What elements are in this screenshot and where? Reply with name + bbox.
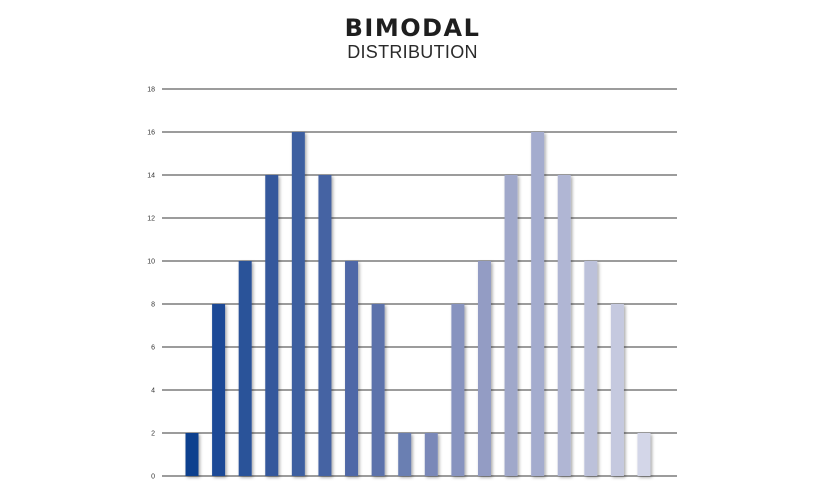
bar [318, 175, 332, 476]
y-tick-label: 2 [151, 431, 155, 438]
bar [185, 433, 199, 476]
bar [398, 433, 412, 476]
bar [557, 175, 571, 476]
bars [185, 132, 651, 476]
y-tick-label: 8 [151, 302, 155, 309]
bar [424, 433, 438, 476]
bar [610, 304, 624, 476]
chart-title: BIMODAL [344, 14, 481, 42]
bar [584, 261, 598, 476]
bar [212, 304, 226, 476]
bar [451, 304, 465, 476]
y-tick-label: 12 [147, 216, 155, 223]
bar [531, 132, 545, 476]
bar [238, 261, 252, 476]
y-tick-label: 14 [147, 173, 155, 180]
bar [477, 261, 491, 476]
y-tick-label: 10 [147, 259, 155, 266]
y-tick-label: 6 [151, 345, 155, 352]
y-tick-label: 16 [147, 130, 155, 137]
y-tick-label: 4 [151, 388, 155, 395]
chart-title-block: BIMODAL DISTRIBUTION [0, 14, 825, 62]
y-axis-ticks: 0 2 4 6 8 10 12 14 16 18 [147, 87, 155, 481]
y-tick-label: 0 [151, 474, 155, 481]
bar [265, 175, 279, 476]
chart-subtitle: DISTRIBUTION [347, 42, 478, 62]
bar [637, 433, 651, 476]
bar [291, 132, 305, 476]
bar [345, 261, 359, 476]
y-tick-label: 18 [147, 87, 155, 94]
bar [371, 304, 385, 476]
bar [504, 175, 518, 476]
